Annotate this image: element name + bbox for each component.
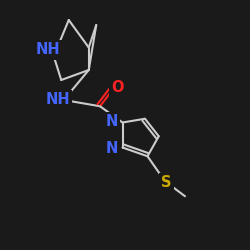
Text: O: O [111,80,123,95]
Text: NH: NH [45,92,70,108]
Text: NH: NH [35,42,60,58]
Text: N: N [106,114,118,129]
Text: S: S [161,175,172,190]
Text: N: N [106,141,118,156]
